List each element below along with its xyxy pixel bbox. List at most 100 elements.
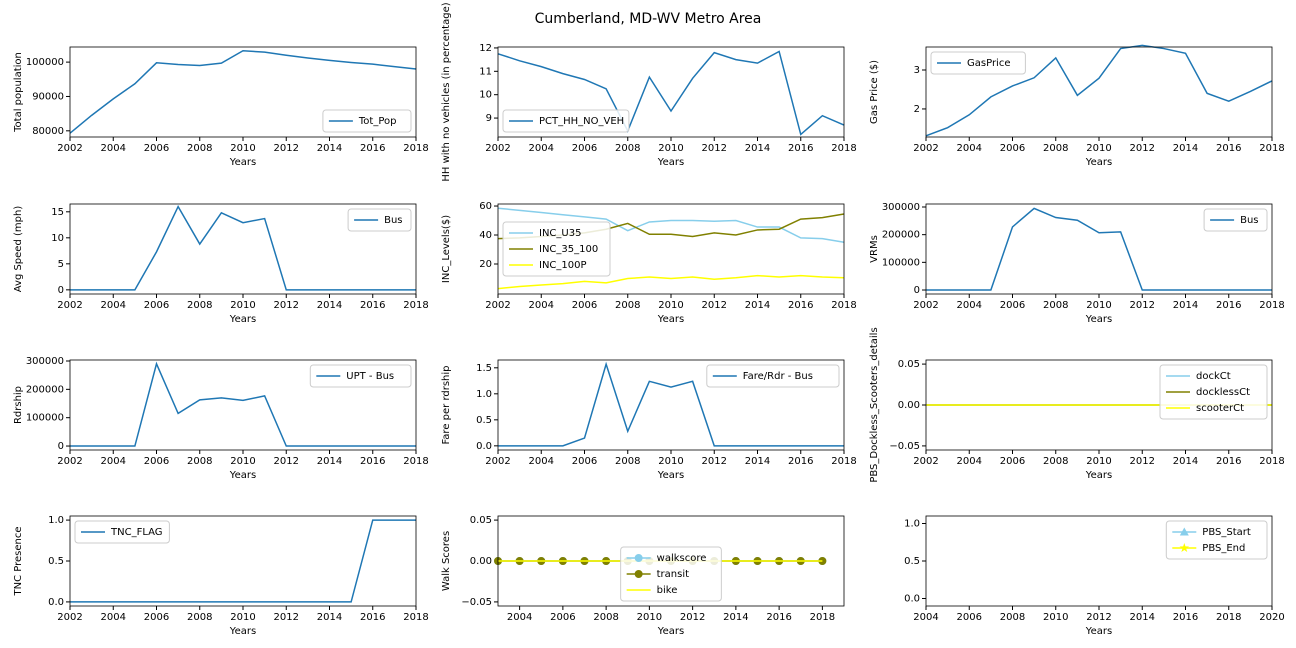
y-tick-label: 9 [486, 113, 492, 124]
x-tick-label: 2018 [1259, 456, 1284, 467]
y-tick-label: 15 [51, 207, 64, 218]
x-tick-label: 2018 [403, 300, 428, 311]
x-tick-label: 2006 [144, 612, 169, 623]
y-tick-label: 0.0 [904, 594, 920, 605]
x-tick-label: 2010 [230, 456, 255, 467]
x-tick-label: 2016 [788, 143, 813, 154]
x-tick-label: 2006 [144, 300, 169, 311]
x-tick-label: 2016 [360, 612, 385, 623]
x-tick-label: 2012 [1130, 300, 1155, 311]
y-axis-label: PBS_Dockless_Scooters_details [869, 327, 880, 482]
x-tick-label: 2018 [1259, 143, 1284, 154]
y-tick-label: 11 [479, 66, 492, 77]
legend-label: scooterCt [1196, 403, 1244, 414]
legend-label: Bus [1240, 215, 1258, 226]
line [497, 274, 845, 290]
x-tick-label: 2014 [745, 143, 770, 154]
x-tick-label: 2004 [957, 143, 982, 154]
x-axis-label: Years [1085, 157, 1112, 168]
y-axis-label: HH with no vehicles (in percentage) [441, 2, 452, 181]
x-tick-label: 2008 [187, 612, 212, 623]
x-tick-label: 2002 [913, 300, 938, 311]
x-tick-label: 2012 [274, 300, 299, 311]
x-tick-label: 2012 [680, 612, 705, 623]
x-tick-label: 2006 [572, 456, 597, 467]
x-tick-label: 2014 [317, 456, 342, 467]
line [497, 50, 845, 136]
legend-label: TNC_FLAG [110, 527, 163, 538]
x-tick-label: 2012 [702, 143, 727, 154]
x-tick-label: 2010 [230, 612, 255, 623]
y-tick-label: 10 [51, 233, 64, 244]
x-tick-label: 2010 [230, 300, 255, 311]
x-tick-label: 2006 [144, 456, 169, 467]
legend-label: docklessCt [1196, 387, 1250, 398]
x-axis-label: Years [229, 470, 256, 481]
axes-frame [925, 359, 1273, 451]
legend-box [1203, 208, 1268, 232]
x-tick-label: 2016 [788, 456, 813, 467]
axes-frame [497, 515, 845, 607]
x-tick-label: 2016 [1216, 143, 1241, 154]
x-tick-label: 2012 [274, 612, 299, 623]
line [925, 44, 1273, 137]
x-tick-label: 2014 [745, 456, 770, 467]
x-tick-label: 2014 [317, 300, 342, 311]
x-tick-label: 2004 [913, 612, 938, 623]
y-axis-label: Avg Speed (mph) [13, 206, 24, 293]
x-axis-label: Years [1085, 314, 1112, 325]
x-tick-label: 2004 [507, 612, 532, 623]
line [70, 361, 416, 447]
x-tick-label: 2010 [658, 456, 683, 467]
y-axis-label: Rdrship [13, 386, 24, 424]
x-tick-label: 2014 [1130, 612, 1155, 623]
x-tick-label: 2002 [485, 300, 510, 311]
y-tick-label: 12 [479, 43, 492, 54]
x-tick-label: 2016 [360, 300, 385, 311]
legend-box [620, 546, 722, 602]
axes-frame [925, 203, 1273, 295]
x-tick-label: 2014 [1173, 143, 1198, 154]
axes-frame [69, 46, 417, 138]
x-tick-label: 2018 [831, 300, 856, 311]
x-tick-label: 2012 [702, 456, 727, 467]
x-tick-label: 2014 [317, 612, 342, 623]
x-tick-label: 2012 [1130, 456, 1155, 467]
x-axis-label: Years [229, 626, 256, 637]
legend-label: INC_100P [539, 260, 587, 271]
legend-label: UPT - Bus [346, 371, 394, 382]
y-tick-label: 200000 [26, 384, 64, 395]
figure-title: Cumberland, MD-WV Metro Area [535, 11, 762, 27]
y-tick-label: −0.05 [461, 597, 492, 608]
x-tick-label: 2016 [1216, 300, 1241, 311]
x-tick-label: 2010 [658, 300, 683, 311]
x-tick-label: 2018 [1259, 300, 1284, 311]
x-tick-label: 2010 [1086, 300, 1111, 311]
y-tick-label: −0.05 [889, 441, 920, 452]
line [497, 207, 845, 244]
legend-box [1165, 520, 1268, 560]
line [69, 50, 417, 134]
axes-frame [925, 46, 1273, 138]
marker [1179, 527, 1189, 536]
marker [634, 554, 643, 562]
y-tick-label: 300000 [26, 356, 64, 367]
x-tick-label: 2004 [957, 300, 982, 311]
x-tick-label: 2008 [1000, 612, 1025, 623]
legend-label: transit [657, 569, 689, 580]
marker [634, 570, 643, 578]
x-tick-label: 2016 [360, 456, 385, 467]
x-tick-label: 2004 [101, 612, 126, 623]
legend-box [322, 109, 412, 133]
x-tick-label: 2008 [615, 143, 640, 154]
x-tick-label: 2020 [1259, 612, 1284, 623]
x-tick-label: 2002 [57, 300, 82, 311]
y-tick-label: 100000 [26, 413, 64, 424]
x-tick-label: 2018 [831, 143, 856, 154]
x-tick-label: 2008 [1043, 143, 1068, 154]
x-tick-label: 2008 [1043, 300, 1068, 311]
x-tick-label: 2012 [274, 456, 299, 467]
axes-frame [497, 359, 845, 451]
y-tick-label: 200000 [882, 230, 920, 241]
x-tick-label: 2012 [1086, 612, 1111, 623]
